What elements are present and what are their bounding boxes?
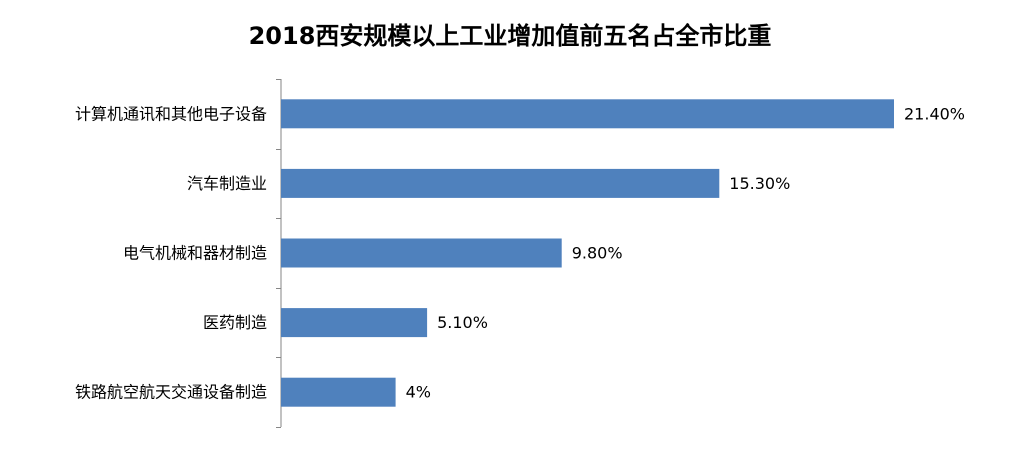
category-label: 铁路航空航天交通设备制造 bbox=[75, 383, 267, 402]
category-axis bbox=[276, 79, 282, 428]
category-label: 医药制造 bbox=[203, 313, 267, 332]
data-label: 9.80% bbox=[572, 244, 623, 263]
data-label: 5.10% bbox=[437, 313, 488, 332]
data-label: 4% bbox=[406, 383, 431, 402]
category-label: 汽车制造业 bbox=[187, 174, 267, 193]
category-label: 计算机通讯和其他电子设备 bbox=[75, 104, 267, 123]
bars-group bbox=[281, 99, 894, 407]
data-label: 15.30% bbox=[729, 174, 790, 193]
bar bbox=[281, 377, 396, 407]
category-labels: 计算机通讯和其他电子设备汽车制造业电气机械和器材制造医药制造铁路航空航天交通设备… bbox=[75, 104, 267, 401]
bar bbox=[281, 99, 894, 129]
bar bbox=[281, 238, 562, 268]
data-labels: 21.40% 15.30% 9.80% 5.10% 4% bbox=[406, 104, 965, 401]
bar bbox=[281, 168, 720, 198]
chart-title: 2018西安规模以上工业增加值前五名占全市比重 bbox=[249, 22, 772, 50]
data-label: 21.40% bbox=[904, 104, 965, 123]
category-label: 电气机械和器材制造 bbox=[123, 244, 267, 263]
bar bbox=[281, 308, 428, 338]
